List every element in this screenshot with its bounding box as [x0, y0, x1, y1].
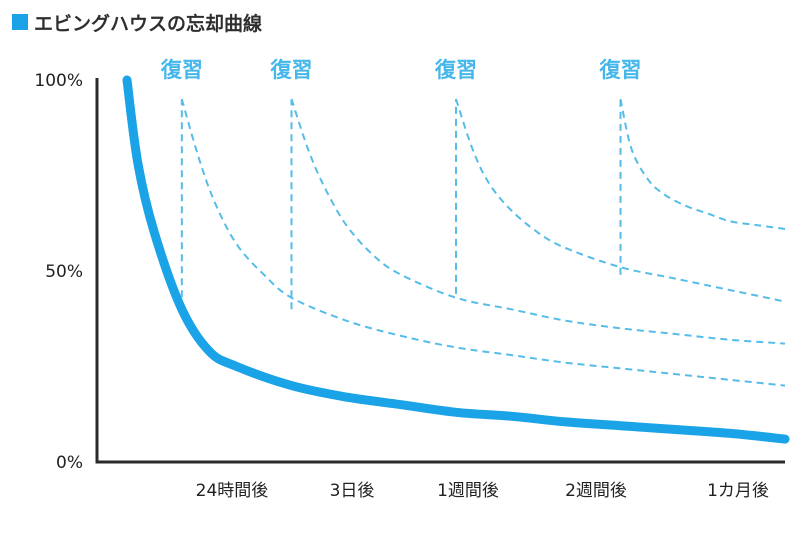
x-tick-label: 3日後 — [330, 481, 375, 501]
title-square-marker — [12, 14, 28, 30]
x-tick-label: 2週間後 — [565, 481, 627, 501]
review-1-curve — [180, 98, 786, 387]
review-label-4: 復習 — [599, 58, 642, 82]
x-tick-label: 24時間後 — [196, 481, 269, 501]
review-label-3: 復習 — [434, 58, 477, 82]
chart-title: エビングハウスの忘却曲線 — [12, 8, 262, 36]
review-3-curve — [455, 98, 786, 303]
labels: 100% 50% 0% 24時間後 3日後 1週間後 2週間後 1カ月後 復習 復習 復習 復習 — [34, 58, 769, 501]
chart-title-text: エビングハウスの忘却曲線 — [34, 12, 263, 35]
review-4-curve — [619, 98, 786, 230]
main-curve-group — [122, 75, 790, 444]
review-2-curve — [290, 98, 786, 345]
axes — [95, 78, 785, 464]
review-label-1: 復習 — [160, 58, 203, 82]
x-tick-label: 1カ月後 — [707, 481, 769, 501]
main-forgetting-curve — [122, 75, 790, 444]
y-tick-label: 0% — [56, 453, 83, 473]
y-tick-label: 50% — [45, 262, 83, 282]
review-curves — [180, 98, 786, 387]
x-tick-label: 1週間後 — [437, 481, 499, 501]
y-tick-label: 100% — [34, 71, 83, 91]
review-label-2: 復習 — [270, 58, 313, 82]
